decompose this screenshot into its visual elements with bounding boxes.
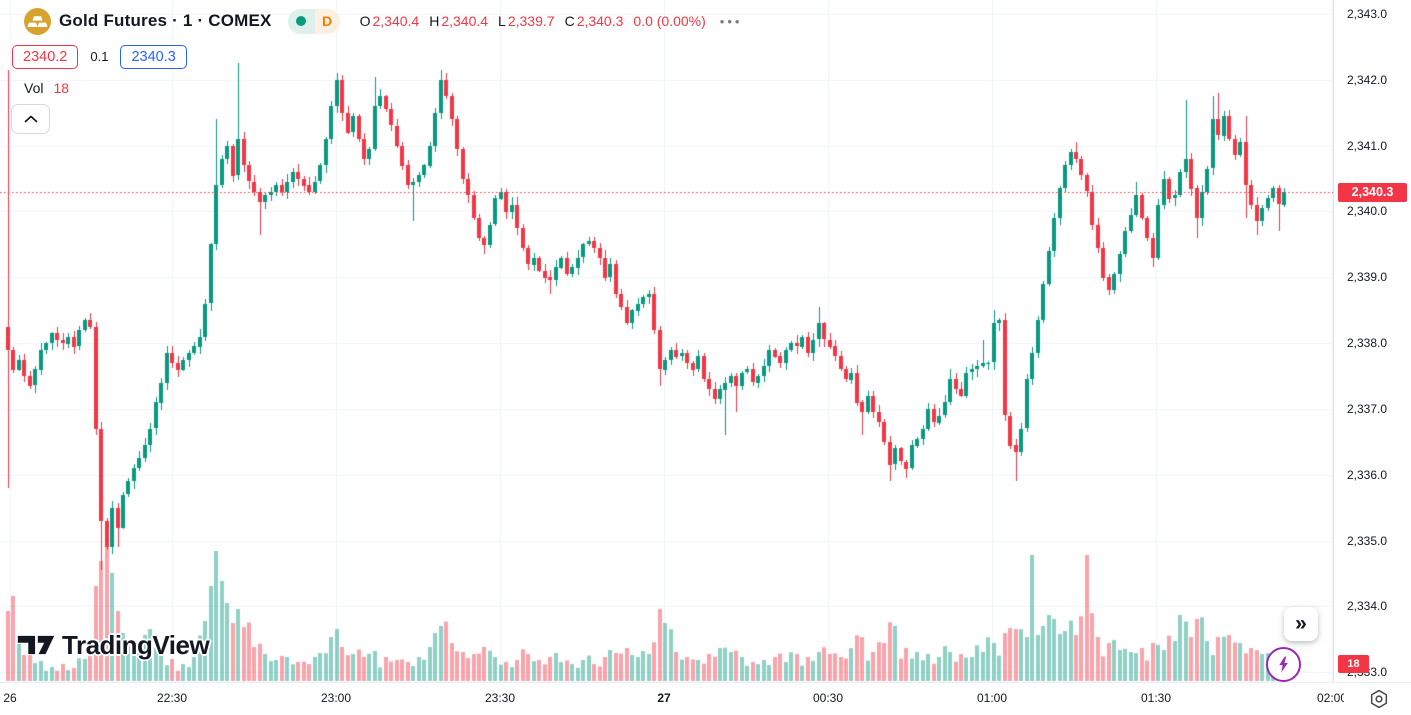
order-panel: 2340.2 0.1 2340.3 xyxy=(12,43,187,70)
tradingview-logo[interactable]: TradingView xyxy=(16,629,210,661)
double-chevron-right-icon: » xyxy=(1295,612,1307,635)
price-axis-tick: 2,342.0 xyxy=(1347,72,1388,87)
price-axis-tick: 2,339.0 xyxy=(1347,270,1388,285)
change-value: 0.0 (0.00%) xyxy=(633,13,706,29)
lightning-bolt-icon xyxy=(1279,656,1288,673)
market-open-dot-icon xyxy=(296,16,307,26)
time-axis-tick: 26 xyxy=(3,691,17,705)
interval-status-pill[interactable]: D xyxy=(287,8,340,34)
symbol-header: Gold Futures · 1 · COMEX D O 2,340.4 H 2,3… xyxy=(24,7,742,35)
collapse-panel-button[interactable] xyxy=(11,104,50,134)
chevron-up-icon xyxy=(24,115,37,123)
tradingview-logo-text: TradingView xyxy=(62,629,210,660)
axis-settings-corner xyxy=(1344,683,1411,715)
last-price-badge: 2,340.3 xyxy=(1338,182,1407,202)
buy-price-button[interactable]: 2340.3 xyxy=(120,44,187,69)
volume-axis-badge: 18 xyxy=(1338,655,1369,673)
high-label: H xyxy=(429,13,440,29)
time-axis-tick: 23:00 xyxy=(320,691,352,705)
time-axis-tick: 02:00 xyxy=(1316,691,1348,705)
interval-badge[interactable]: D xyxy=(314,8,340,34)
high-value: 2,340.4 xyxy=(441,13,489,29)
price-axis-tick: 2,335.0 xyxy=(1347,533,1388,548)
open-value: 2,340.4 xyxy=(372,13,420,29)
price-axis-tick: 2,338.0 xyxy=(1347,336,1388,351)
gear-icon xyxy=(1370,689,1388,709)
candlestick-chart-canvas[interactable] xyxy=(0,0,1333,682)
close-value: 2,340.3 xyxy=(576,13,624,29)
instant-order-button[interactable] xyxy=(1266,647,1301,682)
price-axis-tick: 2,334.0 xyxy=(1347,599,1388,614)
more-options-icon[interactable]: ••• xyxy=(719,13,743,29)
volume-label[interactable]: Vol xyxy=(24,80,44,96)
close-label: C xyxy=(564,13,575,29)
low-value: 2,339.7 xyxy=(507,13,555,29)
tradingview-logo-icon xyxy=(16,634,56,656)
time-axis-tick: 27 xyxy=(657,691,671,705)
sell-price-button[interactable]: 2340.2 xyxy=(12,44,79,69)
symbol-title[interactable]: Gold Futures · 1 · COMEX xyxy=(59,11,272,30)
time-axis-tick: 01:30 xyxy=(1140,691,1172,705)
price-axis[interactable]: 2,340.3 18 2,343.0 2,342.0 2,341.0 2,340.0 2… xyxy=(1333,0,1411,682)
time-axis-tick: 01:00 xyxy=(976,691,1008,705)
price-axis-tick: 2,343.0 xyxy=(1347,7,1388,21)
price-axis-tick: 2,336.0 xyxy=(1347,467,1388,482)
axis-settings-button[interactable] xyxy=(1368,688,1390,710)
price-axis-tick: 2,341.0 xyxy=(1347,138,1388,153)
spread-value: 0.1 xyxy=(90,49,109,64)
time-axis-tick: 00:30 xyxy=(812,691,844,705)
time-axis-tick: 22:30 xyxy=(156,691,188,705)
low-label: L xyxy=(498,13,506,29)
price-axis-tick: 2,337.0 xyxy=(1347,401,1388,416)
gold-symbol-icon xyxy=(24,7,51,35)
scroll-to-latest-button[interactable]: » xyxy=(1284,607,1318,641)
price-axis-tick: 2,340.0 xyxy=(1347,204,1388,219)
volume-value: 18 xyxy=(53,80,70,96)
time-axis-tick: 23:30 xyxy=(484,691,516,705)
ohlc-values: O 2,340.4 H 2,340.4 L 2,339.7 C 2,340.3 0.0 … xyxy=(360,13,706,29)
open-label: O xyxy=(359,13,371,29)
market-status-segment xyxy=(287,8,315,34)
time-axis[interactable]: 02:00 01:30 01:00 00:30 27 23:30 23:00 22:30 26 xyxy=(0,682,1411,715)
volume-study-row: Vol 18 xyxy=(24,80,69,96)
